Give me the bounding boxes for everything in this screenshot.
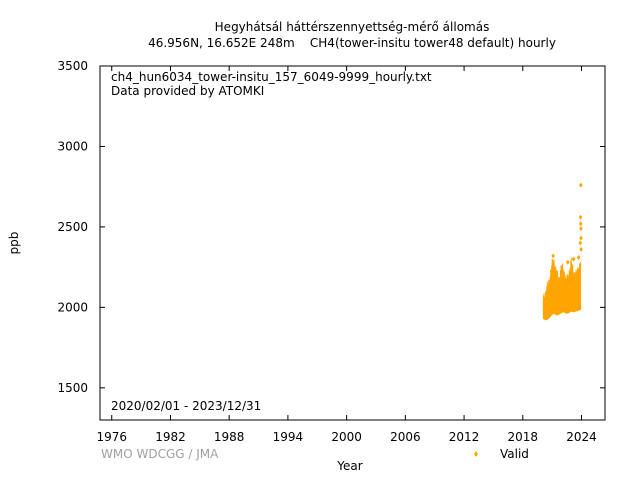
watermark-label: WMO WDCGG / JMA: [101, 447, 219, 461]
x-axis-label: Year: [336, 459, 362, 473]
x-tick-label: 2012: [449, 430, 480, 444]
x-tick-label: 2000: [331, 430, 362, 444]
x-tick-label: 1994: [273, 430, 304, 444]
chart-title-line1: Hegyhátsál háttérszennyettség-mérő állom…: [215, 20, 490, 34]
x-tick-label: 1982: [155, 430, 186, 444]
data-point: [579, 246, 583, 252]
legend-label: Valid: [500, 447, 529, 461]
x-tick-label: 2018: [508, 430, 539, 444]
data-point: [571, 256, 576, 262]
y-tick-label: 1500: [57, 381, 88, 395]
data-point: [578, 240, 583, 246]
data-point: [578, 221, 583, 227]
period-label: 2020/02/01 - 2023/12/31: [111, 399, 261, 413]
data-point: [566, 259, 570, 265]
x-tick-label: 2006: [390, 430, 421, 444]
data-point: [551, 253, 555, 259]
y-tick-label: 3500: [57, 59, 88, 73]
x-tick-label: 1976: [96, 430, 127, 444]
chart-title-line2: 46.956N, 16.652E 248m CH4(tower-insitu t…: [148, 36, 556, 50]
y-tick-label: 2000: [57, 300, 88, 314]
y-axis-label: ppb: [7, 232, 21, 255]
data-point: [579, 235, 583, 241]
x-axis-ticks: 1976 1982 1988 1994 2000 2006 2012 2018 2024: [96, 66, 597, 444]
file-label: ch4_hun6034_tower-insitu_157_6049-9999_h…: [111, 70, 432, 84]
y-tick-label: 2500: [57, 220, 88, 234]
provider-label: Data provided by ATOMKI: [111, 84, 264, 98]
data-point: [576, 254, 581, 260]
x-tick-label: 2024: [566, 430, 597, 444]
y-axis-ticks: 1500 2000 2500 3000 3500: [57, 59, 605, 395]
plot-frame: [99, 65, 606, 421]
legend: Valid: [474, 447, 529, 461]
data-point: [579, 182, 583, 188]
y-tick-label: 3000: [57, 139, 88, 153]
x-tick-label: 1988: [214, 430, 245, 444]
data-point: [578, 214, 583, 220]
data-point: [579, 226, 583, 232]
legend-marker: [474, 451, 478, 457]
data-points: [542, 182, 583, 321]
